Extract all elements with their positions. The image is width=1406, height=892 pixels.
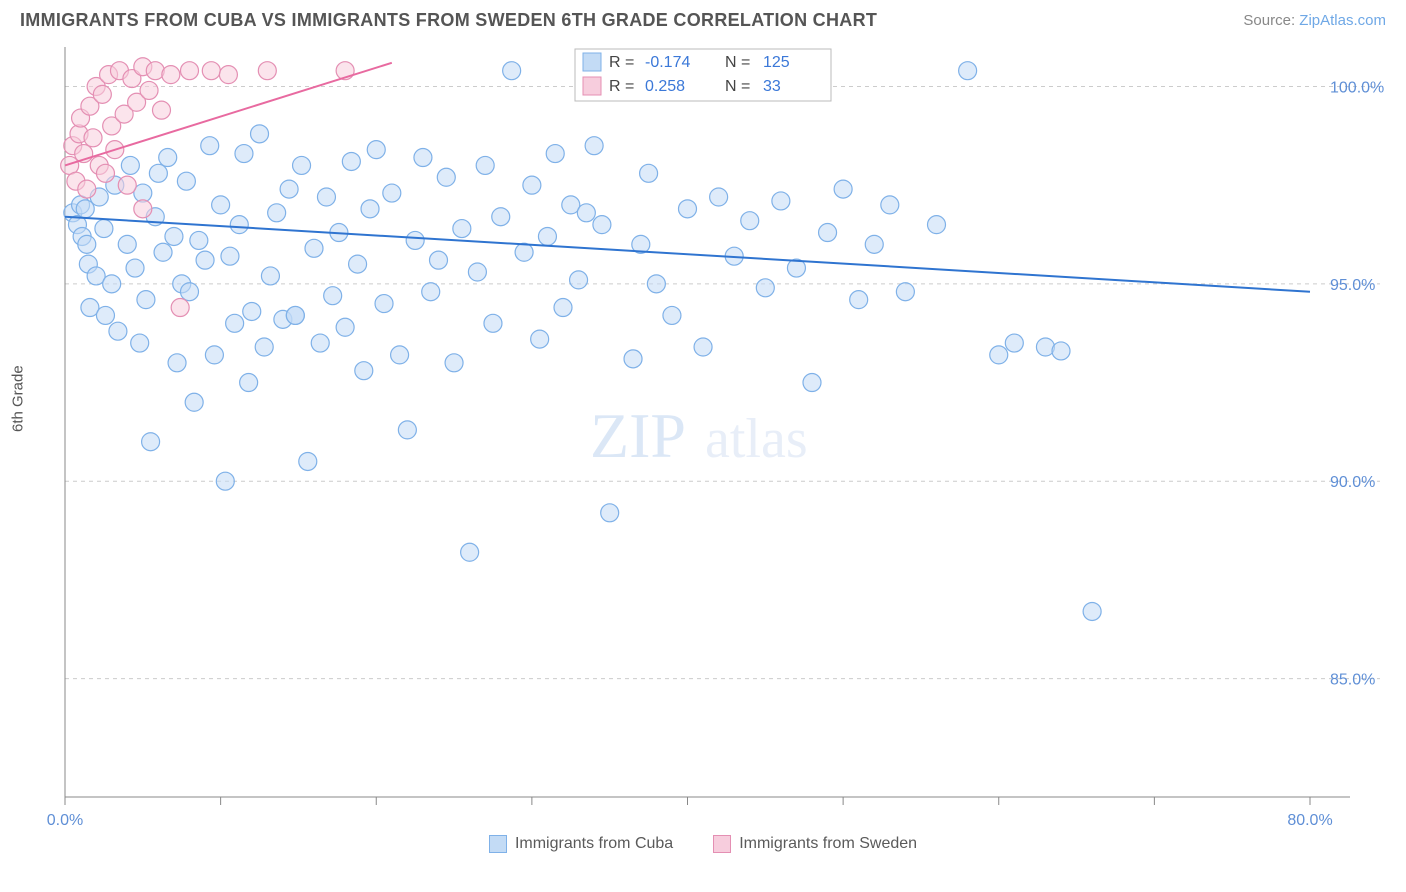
- svg-text:33: 33: [763, 78, 781, 95]
- svg-text:-0.174: -0.174: [645, 54, 690, 71]
- svg-text:100.0%: 100.0%: [1330, 79, 1384, 96]
- svg-text:80.0%: 80.0%: [1287, 812, 1332, 827]
- legend-item-cuba: Immigrants from Cuba: [489, 835, 673, 853]
- svg-text:125: 125: [763, 54, 790, 71]
- plot-container: 6th Grade 85.0%90.0%95.0%100.0%0.0%80.0%…: [20, 37, 1386, 827]
- chart-title: IMMIGRANTS FROM CUBA VS IMMIGRANTS FROM …: [20, 10, 877, 31]
- svg-text:R =: R =: [609, 54, 634, 71]
- svg-text:90.0%: 90.0%: [1330, 474, 1375, 491]
- svg-text:0.0%: 0.0%: [47, 812, 83, 827]
- source-link[interactable]: ZipAtlas.com: [1299, 12, 1386, 29]
- svg-text:95.0%: 95.0%: [1330, 277, 1375, 294]
- source-prefix: Source:: [1243, 12, 1299, 29]
- legend-item-sweden: Immigrants from Sweden: [713, 835, 917, 853]
- source-attribution: Source: ZipAtlas.com: [1243, 12, 1386, 29]
- scatter-chart: 85.0% 90.0% 95.0% 100.0% 0.0% 80.0% ZIP atlas R …: [20, 37, 1386, 827]
- svg-text:85.0%: 85.0%: [1330, 672, 1375, 689]
- legend-label-sweden: Immigrants from Sweden: [739, 835, 917, 853]
- header-row: IMMIGRANTS FROM CUBA VS IMMIGRANTS FROM …: [0, 0, 1406, 37]
- svg-text:N =: N =: [725, 78, 750, 95]
- bottom-legend: Immigrants from Cuba Immigrants from Swe…: [0, 827, 1406, 853]
- svg-text:atlas: atlas: [705, 408, 808, 470]
- y-axis-label: 6th Grade: [10, 365, 27, 432]
- legend-label-cuba: Immigrants from Cuba: [515, 835, 673, 853]
- svg-text:ZIP: ZIP: [590, 400, 686, 471]
- legend-swatch-sweden: [713, 835, 731, 853]
- svg-text:0.258: 0.258: [645, 78, 685, 95]
- legend-swatch-cuba: [489, 835, 507, 853]
- svg-text:R =: R =: [609, 78, 634, 95]
- svg-text:N =: N =: [725, 54, 750, 71]
